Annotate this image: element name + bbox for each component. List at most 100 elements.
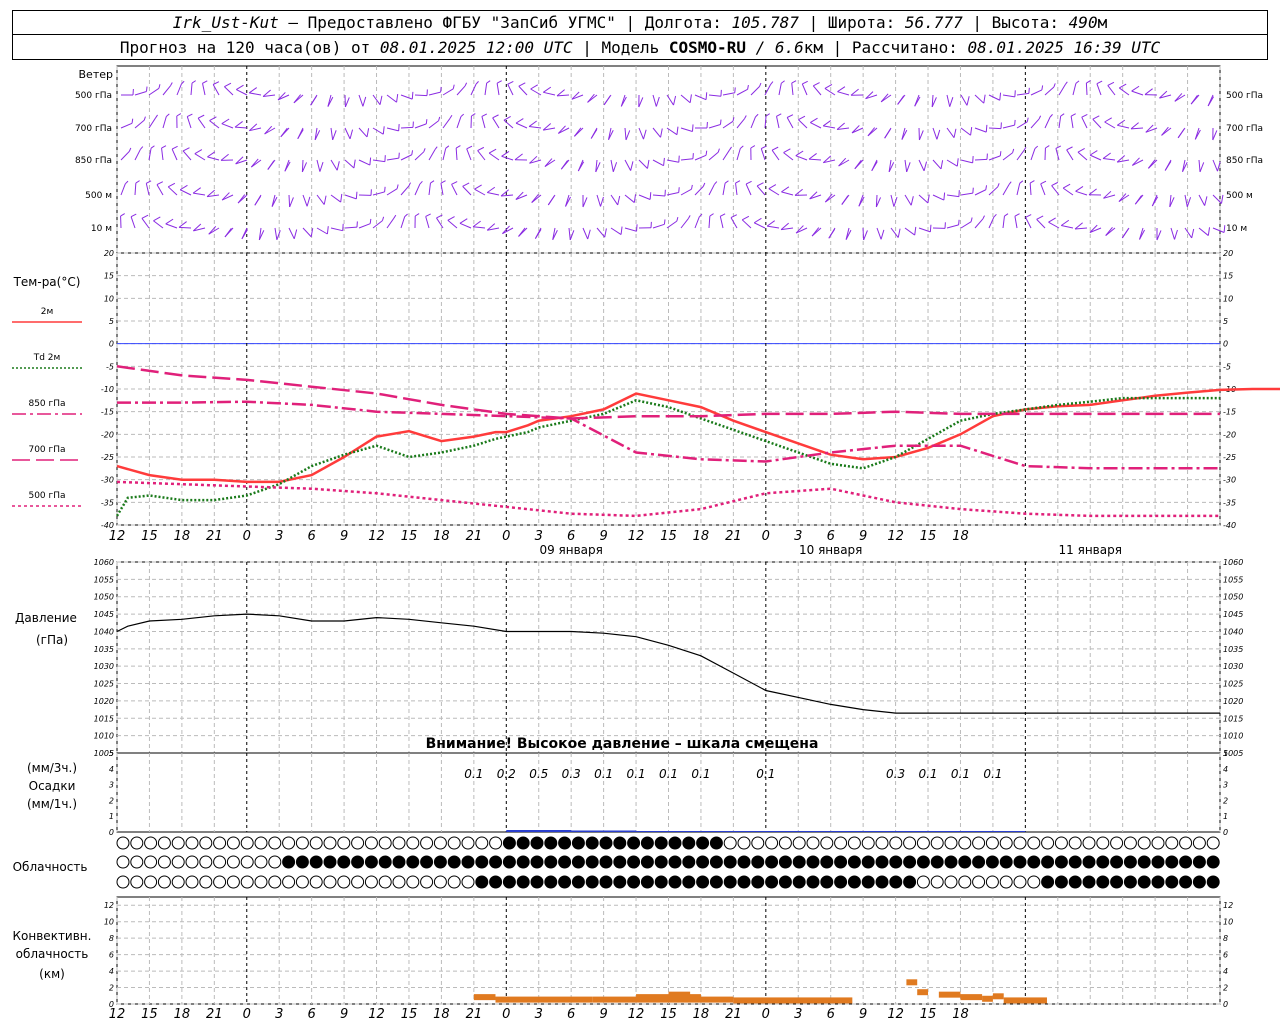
wind-barb-shaft: [624, 127, 627, 140]
wind-barb-shaft: [236, 89, 248, 96]
cloud-symbol: [364, 875, 378, 889]
wind-barb-shaft: [235, 159, 248, 165]
wind-level-label-left: 10 м: [91, 224, 112, 234]
precip-bar: [571, 830, 637, 832]
precip-label: 0.1: [627, 767, 646, 781]
wind-barb-flag: [531, 193, 539, 203]
precip-label: 0.1: [464, 767, 483, 781]
cloud-symbol: [1179, 875, 1193, 889]
wind-barb-flag: [503, 116, 511, 121]
cloud-symbol: [530, 855, 544, 869]
cloud-symbol: [903, 836, 917, 850]
y-tick-label-right: 10: [1223, 918, 1233, 927]
wind-barb-flag: [893, 196, 898, 207]
cloud-symbol: [171, 855, 185, 869]
wind-barb-flag: [923, 161, 928, 172]
wind-barb-shaft: [400, 216, 406, 229]
cloud-symbol: [1110, 855, 1124, 869]
wind-barb-flag: [1025, 214, 1032, 218]
cloud-symbol: [268, 875, 282, 889]
cloud-symbol: [420, 875, 434, 889]
cloud-symbol: [268, 836, 282, 850]
temperature-series: [115, 365, 1280, 518]
wind-barb-flag: [999, 151, 1002, 156]
wind-barb-flag: [587, 93, 595, 103]
wind-barb-shaft: [1002, 124, 1015, 129]
y-tick-label-right: 15: [1223, 272, 1233, 281]
wind-barb-shaft: [400, 126, 414, 129]
x-tick-label: 6: [567, 529, 575, 544]
y-tick-label-left: 1060: [94, 558, 114, 567]
cloud-symbol: [916, 875, 930, 889]
cloud-symbol: [737, 836, 751, 850]
wind-barb-flag: [1186, 197, 1192, 207]
cloud-symbol: [751, 875, 765, 889]
wind-barb-flag: [914, 96, 921, 107]
wind-barb-shaft: [1062, 187, 1074, 196]
wind-barb-flag: [655, 96, 660, 107]
wind-barb-shaft: [568, 227, 571, 240]
wind-barb-shaft: [428, 91, 441, 96]
wind-barb-flag: [1177, 128, 1185, 139]
wind-barb-flag: [828, 228, 836, 239]
conv-cloud-bar: [906, 979, 918, 986]
wind-barb-shaft: [735, 183, 738, 196]
cloud-symbol: [199, 855, 213, 869]
wind-barb-shaft: [610, 227, 622, 235]
wind-barb-flag: [1223, 225, 1226, 233]
cloud-symbol: [1137, 875, 1151, 889]
wind-barb-shaft: [1070, 116, 1074, 129]
wind-barb-flag: [171, 145, 178, 150]
wind-barb-flag: [931, 97, 937, 108]
wind-barb-flag: [224, 227, 232, 238]
wind-barb-flag: [280, 127, 288, 138]
cloud-title: Облачность: [13, 860, 88, 874]
wind-barb-flag: [301, 162, 308, 173]
wind-barb-shaft: [1212, 227, 1225, 233]
pressure-title: Давление: [15, 611, 77, 625]
model-resolution: / 6.6: [745, 38, 804, 57]
x-tick-label: 3: [794, 1007, 802, 1022]
cloud-symbol: [116, 836, 130, 850]
grid-layer: -40 -40 -35 -35 -30 -30 -25 -25 -20 -20 -15 -15 -10 -…: [94, 65, 1243, 1009]
wind-barb-flag: [353, 159, 356, 169]
cloud-symbol: [1082, 836, 1096, 850]
wind-barb-flag: [1060, 113, 1065, 117]
wind-barb-flag: [741, 215, 750, 221]
wind-barb-shaft: [473, 226, 486, 229]
wind-barb-shaft: [552, 227, 556, 240]
wind-barb-flag: [411, 91, 414, 100]
cloud-symbol: [944, 875, 958, 889]
x-tick-label: 6: [827, 529, 835, 544]
day-labels: 09 января 10 января 11 января: [539, 543, 1121, 557]
wind-barb-shaft: [610, 159, 614, 172]
wind-barb-shaft: [502, 227, 514, 235]
wind-barb-shaft: [1107, 85, 1116, 96]
provider-text: – Предоставлено ФГБУ "ЗапСиб УГМС" | Дол…: [278, 13, 732, 32]
wind-barb-flag: [595, 162, 601, 173]
wind-barb-flag: [811, 227, 820, 237]
wind-barb-flag: [1070, 113, 1076, 117]
wind-barb-shaft: [596, 227, 606, 238]
wind-barb-flag: [929, 224, 932, 232]
wind-barb-flag: [1088, 188, 1097, 196]
cloud-symbol: [1096, 836, 1110, 850]
wind-barb-flag: [314, 130, 321, 141]
precip-label: 0.1: [756, 767, 775, 781]
cloud-symbol: [337, 855, 351, 869]
wind-barb-flag: [802, 80, 808, 85]
wind-barb-shaft: [400, 185, 410, 196]
wind-barb-flag: [1147, 159, 1156, 169]
cloud-symbol: [378, 875, 392, 889]
wind-barb-flag: [466, 145, 473, 150]
precip-label: 0.3: [886, 767, 905, 781]
wind-barb-shaft: [372, 220, 383, 229]
wind-barb-flag: [786, 114, 794, 118]
y-tick-label-left: 1020: [94, 697, 114, 706]
y-tick-label-left: 6: [109, 951, 114, 960]
wind-barb-flag: [1064, 81, 1068, 86]
wind-barb-flag: [1107, 81, 1115, 86]
cloud-symbol: [847, 875, 861, 889]
x-tick-label: 0: [762, 529, 770, 544]
wind-barb-flag: [1040, 180, 1047, 185]
